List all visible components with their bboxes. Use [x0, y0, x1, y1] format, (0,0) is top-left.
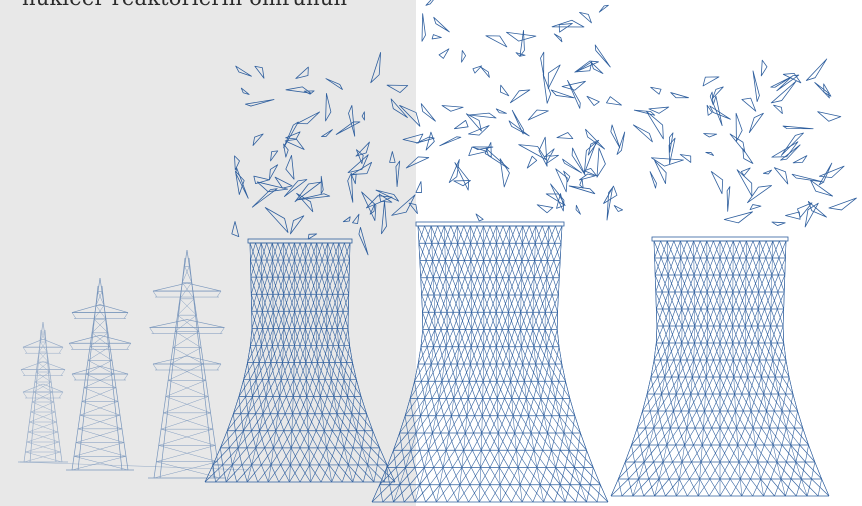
power-pylons: [18, 249, 251, 479]
pylon-small: [18, 321, 68, 463]
pylon-large: [148, 249, 226, 479]
cooling-tower-left: [204, 238, 396, 483]
smoke-center: [399, 0, 626, 222]
smoke-left: [231, 52, 424, 256]
pylon-medium: [66, 277, 134, 471]
smoke-shards: [231, 0, 857, 256]
cooling-tower-right: [610, 236, 830, 497]
caption-text: nükleer reaktörlerin ömrünün: [22, 0, 347, 10]
smoke-right: [632, 58, 857, 228]
cooling-towers: [204, 221, 830, 503]
cooling-tower-center: [371, 221, 609, 503]
